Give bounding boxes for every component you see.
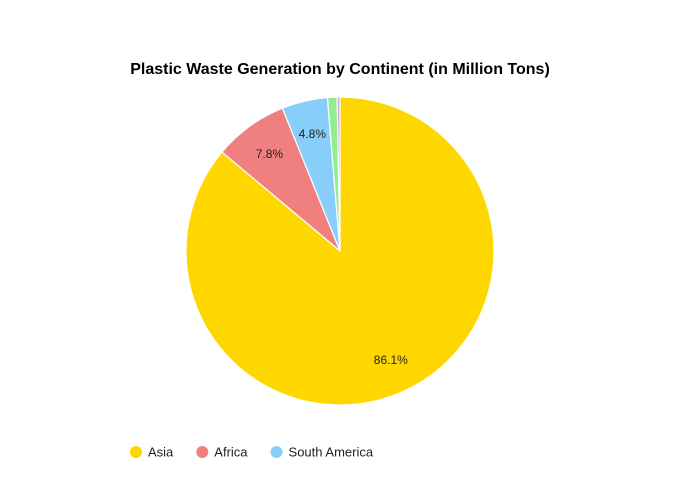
legend-label: Africa [214,445,248,460]
legend-label: Asia [148,445,174,460]
slice-label: 4.8% [299,127,327,141]
chart-title: Plastic Waste Generation by Continent (i… [130,61,550,78]
slice-label: 7.8% [256,147,284,161]
legend-item[interactable]: Africa [196,445,248,460]
slice-label: 86.1% [374,353,408,367]
pie-slices [185,96,495,406]
legend-swatch [130,446,142,458]
legend-swatch [270,446,283,458]
slice-labels: 86.1% 7.8% 4.8% [256,127,408,367]
legend-label: South America [289,445,374,460]
legend-item[interactable]: Asia [130,445,174,460]
legend: Asia Africa South America [130,445,374,460]
legend-swatch [196,446,209,458]
legend-item[interactable]: South America [270,445,374,460]
pie-slice-other-4 [336,96,341,252]
